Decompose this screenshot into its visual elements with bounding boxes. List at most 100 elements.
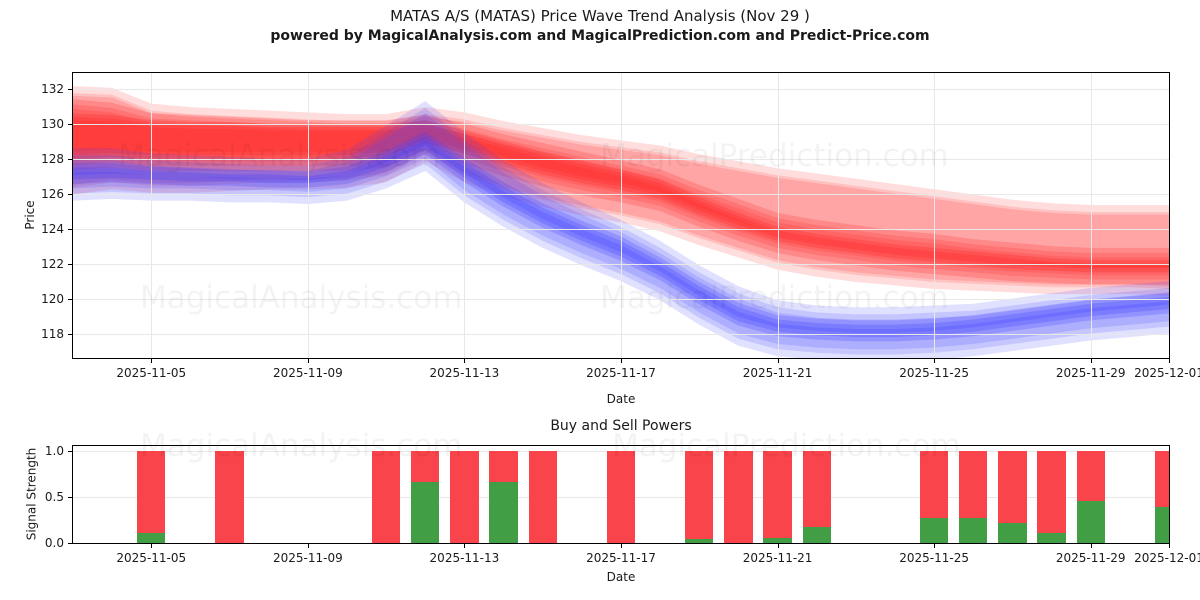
sell-power-segment xyxy=(685,450,714,543)
power-y-tick-label: 0.0 xyxy=(44,536,64,550)
tick-mark xyxy=(621,544,622,548)
power-bar[interactable] xyxy=(215,450,244,543)
tick-mark xyxy=(464,359,466,363)
power-y-tick-label: 0.5 xyxy=(44,489,64,504)
power-bar[interactable] xyxy=(920,450,949,543)
price-x-tick-label: 2025-11-09 xyxy=(272,366,343,380)
power-bar[interactable] xyxy=(724,450,753,543)
buy-power-segment xyxy=(920,518,949,543)
title-block: MATAS A/S (MATAS) Price Wave Trend Analy… xyxy=(0,6,1200,46)
bullish-wave-band xyxy=(73,113,1169,273)
tick-mark xyxy=(68,88,72,90)
price-y-tick-label: 126 xyxy=(41,186,64,201)
buy-power-segment xyxy=(1076,500,1105,543)
tick-mark xyxy=(621,359,622,363)
power-bar[interactable] xyxy=(137,450,166,543)
power-bar[interactable] xyxy=(450,450,479,543)
gridline xyxy=(1169,73,1170,358)
sell-power-segment xyxy=(372,450,401,543)
gridline xyxy=(151,73,153,358)
tick-mark xyxy=(68,543,72,544)
sell-power-segment xyxy=(606,450,636,543)
tick-mark xyxy=(68,193,72,195)
tick-mark xyxy=(68,333,72,335)
power-x-axis-label: Date xyxy=(606,570,636,584)
power-bar[interactable] xyxy=(1154,450,1169,543)
price-x-tick-label: 2025-11-05 xyxy=(116,366,187,380)
power-bar[interactable] xyxy=(802,450,831,543)
power-bar[interactable] xyxy=(411,450,440,543)
chart-title: MATAS A/S (MATAS) Price Wave Trend Analy… xyxy=(390,7,810,25)
price-y-axis-label: Price xyxy=(23,200,37,230)
buy-sell-powers-chart xyxy=(72,445,1170,544)
gridline xyxy=(307,73,309,358)
gridline xyxy=(621,73,622,358)
tick-mark xyxy=(151,359,153,363)
tick-mark xyxy=(68,263,72,265)
price-x-tick-label: 2025-11-13 xyxy=(429,366,500,380)
sell-power-segment xyxy=(763,450,792,543)
price-y-tick-label: 118 xyxy=(41,326,64,341)
power-bar[interactable] xyxy=(528,450,557,543)
tick-mark xyxy=(68,496,72,498)
power-bar[interactable] xyxy=(606,450,636,543)
buy-power-segment xyxy=(137,532,166,543)
price-x-tick-label: 2025-11-17 xyxy=(586,366,656,380)
price-y-tick-label: 130 xyxy=(41,116,64,131)
gridline xyxy=(934,73,936,358)
power-bar[interactable] xyxy=(372,450,401,543)
buy-power-segment xyxy=(411,482,440,543)
tick-mark xyxy=(777,544,779,548)
price-y-tick-label: 120 xyxy=(41,291,64,306)
tick-mark xyxy=(777,359,779,363)
buy-power-segment xyxy=(685,539,714,543)
chart-subtitle: powered by MagicalAnalysis.com and Magic… xyxy=(270,28,930,44)
tick-mark xyxy=(1090,544,1092,548)
power-y-tick-label: 1.0 xyxy=(44,443,64,458)
price-x-tick-label: 2025-12-01 xyxy=(1134,366,1200,380)
price-x-tick-label: 2025-11-25 xyxy=(899,366,970,380)
power-x-tick-label: 2025-11-17 xyxy=(586,551,656,565)
bullish-wave-band xyxy=(73,116,1169,269)
price-x-axis-label: Date xyxy=(606,392,636,406)
tick-mark xyxy=(307,544,309,548)
tick-mark xyxy=(1169,359,1170,363)
power-bar[interactable] xyxy=(685,450,714,543)
power-bar[interactable] xyxy=(1076,450,1105,543)
tick-mark xyxy=(934,544,936,548)
power-x-tick-label: 2025-11-09 xyxy=(272,551,343,565)
power-x-tick-label: 2025-11-05 xyxy=(116,551,187,565)
bearish-wave-band xyxy=(73,140,1169,333)
power-x-tick-label: 2025-11-29 xyxy=(1055,551,1126,565)
gridline xyxy=(464,73,466,358)
sell-power-segment xyxy=(724,450,753,543)
tick-mark xyxy=(1090,359,1092,363)
gridline xyxy=(777,73,779,358)
power-x-tick-label: 2025-12-01 xyxy=(1134,551,1200,565)
tick-mark xyxy=(1169,544,1170,548)
price-y-tick-label: 128 xyxy=(41,151,64,166)
buy-power-segment xyxy=(802,527,831,543)
price-x-tick-label: 2025-11-29 xyxy=(1055,366,1126,380)
buy-power-segment xyxy=(959,518,988,543)
power-bar[interactable] xyxy=(763,450,792,543)
sell-power-segment xyxy=(450,450,479,543)
buy-power-segment xyxy=(763,538,792,543)
power-bar[interactable] xyxy=(489,450,518,543)
price-y-tick-label: 132 xyxy=(41,81,64,96)
power-chart-title: Buy and Sell Powers xyxy=(550,418,692,434)
sell-power-segment xyxy=(1037,450,1066,543)
tick-mark xyxy=(68,228,72,230)
bearish-wave-band xyxy=(73,113,1169,350)
buy-power-segment xyxy=(1154,506,1169,543)
power-y-axis-label: Signal Strength xyxy=(24,447,39,541)
power-bar[interactable] xyxy=(959,450,988,543)
power-bar[interactable] xyxy=(1037,450,1066,543)
power-bar[interactable] xyxy=(998,450,1027,543)
sell-power-segment xyxy=(137,450,166,543)
tick-mark xyxy=(307,359,309,363)
buy-power-segment xyxy=(1037,532,1066,543)
power-x-tick-label: 2025-11-13 xyxy=(429,551,500,565)
buy-power-segment xyxy=(489,482,518,543)
power-x-tick-label: 2025-11-21 xyxy=(742,551,813,565)
